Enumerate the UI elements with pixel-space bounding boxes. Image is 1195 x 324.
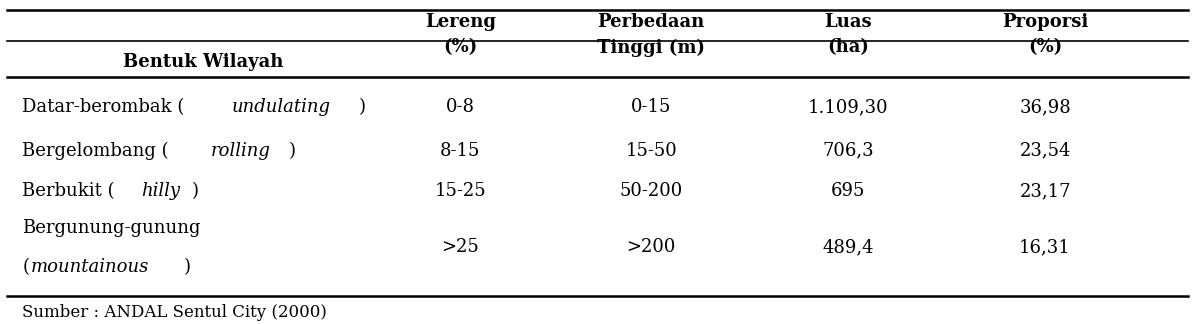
Text: 15-25: 15-25 xyxy=(435,182,486,200)
Text: Perbedaan: Perbedaan xyxy=(598,13,705,31)
Text: 36,98: 36,98 xyxy=(1019,98,1071,116)
Text: Luas: Luas xyxy=(825,13,872,31)
Text: Proporsi: Proporsi xyxy=(1001,13,1089,31)
Text: hilly: hilly xyxy=(141,182,180,200)
Text: undulating: undulating xyxy=(232,98,331,116)
Text: Bentuk Wilayah: Bentuk Wilayah xyxy=(123,53,283,71)
Text: (%): (%) xyxy=(1028,39,1062,56)
Text: 1.109,30: 1.109,30 xyxy=(808,98,888,116)
Text: Bergunung-gunung: Bergunung-gunung xyxy=(23,219,201,237)
Text: 50-200: 50-200 xyxy=(619,182,682,200)
Text: Sumber : ANDAL Sentul City (2000): Sumber : ANDAL Sentul City (2000) xyxy=(23,304,327,320)
Text: >25: >25 xyxy=(441,238,479,257)
Text: (ha): (ha) xyxy=(827,39,869,56)
Text: 15-50: 15-50 xyxy=(625,142,678,160)
Text: 0-15: 0-15 xyxy=(631,98,672,116)
Text: 695: 695 xyxy=(831,182,865,200)
Text: rolling: rolling xyxy=(212,142,271,160)
Text: ): ) xyxy=(288,142,295,160)
Text: 489,4: 489,4 xyxy=(822,238,874,257)
Text: 0-8: 0-8 xyxy=(446,98,474,116)
Text: mountainous: mountainous xyxy=(31,258,149,276)
Text: 8-15: 8-15 xyxy=(440,142,480,160)
Text: ): ) xyxy=(358,98,366,116)
Text: Tinggi (m): Tinggi (m) xyxy=(598,38,705,57)
Text: Lereng: Lereng xyxy=(424,13,496,31)
Text: ): ) xyxy=(192,182,198,200)
Text: Berbukit (: Berbukit ( xyxy=(23,182,115,200)
Text: (: ( xyxy=(23,258,29,276)
Text: (%): (%) xyxy=(443,39,477,56)
Text: Datar-berombak (: Datar-berombak ( xyxy=(23,98,184,116)
Text: 23,17: 23,17 xyxy=(1019,182,1071,200)
Text: 23,54: 23,54 xyxy=(1019,142,1071,160)
Text: >200: >200 xyxy=(626,238,676,257)
Text: Bergelombang (: Bergelombang ( xyxy=(23,142,168,160)
Text: 16,31: 16,31 xyxy=(1019,238,1071,257)
Text: 706,3: 706,3 xyxy=(822,142,874,160)
Text: ): ) xyxy=(184,258,191,276)
